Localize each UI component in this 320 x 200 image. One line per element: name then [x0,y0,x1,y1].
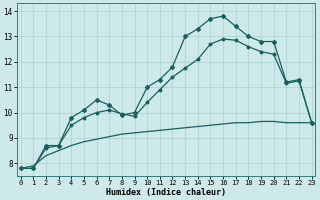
X-axis label: Humidex (Indice chaleur): Humidex (Indice chaleur) [106,188,226,197]
